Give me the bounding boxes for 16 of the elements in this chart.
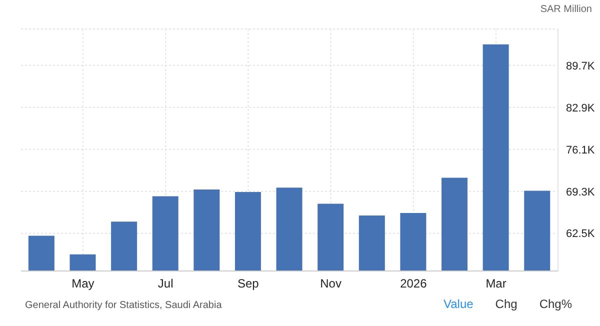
x-tick-label: Sep: [238, 276, 260, 291]
x-tick-label: Nov: [320, 276, 342, 291]
x-tick-label: Jul: [158, 276, 174, 291]
y-tick-label: 69.3K: [566, 186, 596, 198]
y-tick-label: 89.7K: [566, 60, 596, 72]
x-tick-label: Mar: [486, 276, 506, 291]
y-tick-label: 62.5K: [566, 228, 596, 240]
text: Chg: [495, 297, 518, 311]
y-tick-label: 82.9K: [566, 102, 596, 114]
y-axis-title: SAR Million: [540, 4, 592, 15]
text: Chg%: [539, 297, 572, 311]
text: Value: [443, 297, 474, 311]
x-tick-label: 2026: [400, 276, 428, 291]
x-tick-label: May: [72, 276, 94, 291]
text: General Authority for Statistics, Saudi Arabia: [25, 300, 222, 311]
y-tick-label: 76.1K: [566, 144, 596, 156]
